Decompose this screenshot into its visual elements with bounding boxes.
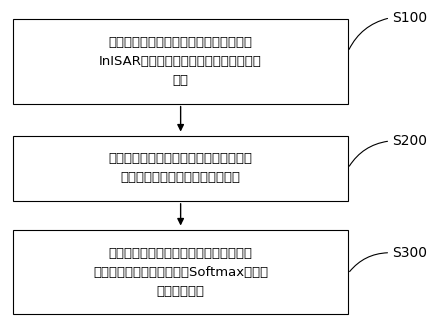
Text: 对每一个点的多个微观特征向量、全局特
征向量以及局部特征向量进行拼接: 对每一个点的多个微观特征向量、全局特 征向量以及局部特征向量进行拼接 [109,153,252,184]
Text: S300: S300 [392,246,427,260]
Text: 再次利用多层感知机对拼接后的图像进行
特征提取、池化降维后利用Softmax分类器
得到分类结果: 再次利用多层感知机对拼接后的图像进行 特征提取、池化降维后利用Softmax分类… [93,247,268,298]
Text: 利用多种尺度的多个多层感知机提取三维
InISAR点云图像的每个点的多个微观特征
向量: 利用多种尺度的多个多层感知机提取三维 InISAR点云图像的每个点的多个微观特征… [99,36,262,87]
Text: S200: S200 [392,134,427,148]
Text: S100: S100 [392,11,428,25]
FancyBboxPatch shape [13,136,348,201]
FancyBboxPatch shape [13,230,348,314]
FancyBboxPatch shape [13,19,348,104]
